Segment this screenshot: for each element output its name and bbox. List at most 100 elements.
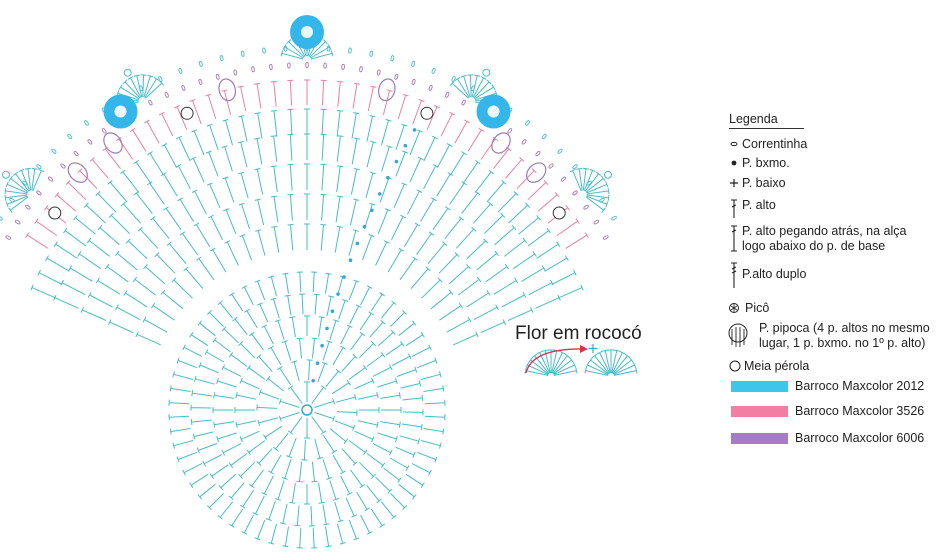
pink-stitch — [287, 79, 294, 106]
stitch — [254, 520, 266, 541]
stitch — [474, 169, 494, 193]
stitch — [449, 151, 467, 176]
stitch — [239, 234, 252, 261]
stitch — [206, 309, 224, 327]
stitch — [179, 231, 198, 255]
stitch — [287, 108, 294, 136]
chain-stitch — [369, 50, 374, 57]
stitch — [217, 501, 234, 520]
stitch — [354, 377, 375, 390]
chain-stitch — [198, 60, 203, 67]
scallop-stitch — [122, 79, 141, 99]
stitch — [439, 302, 464, 321]
pink-stitch — [144, 119, 160, 144]
stitch — [189, 473, 209, 488]
stitch — [391, 214, 406, 241]
bead-hole — [301, 26, 313, 38]
stitch — [234, 407, 255, 413]
slip-stitch — [311, 378, 316, 383]
popcorn-icon — [491, 132, 511, 154]
chain-stitch — [36, 164, 42, 170]
slip-stitch — [315, 361, 320, 366]
scallop-stitch — [586, 195, 609, 208]
scallop-stitch — [586, 187, 610, 195]
chain-stitch — [341, 63, 345, 70]
stitch — [401, 423, 423, 430]
stitch — [444, 216, 464, 239]
stitch — [268, 275, 277, 297]
popcorn-icon — [103, 132, 123, 154]
stitch — [446, 316, 472, 333]
stitch — [222, 118, 233, 146]
stitch — [272, 432, 289, 452]
scallop-stitch — [8, 175, 29, 193]
chain-stitch — [411, 60, 416, 67]
chain-stitch — [181, 84, 186, 91]
stitch — [95, 191, 117, 213]
stitch — [372, 443, 393, 456]
chain-stitch — [262, 47, 266, 54]
chain-stitch — [25, 204, 31, 210]
stitch — [318, 483, 325, 504]
stitch — [147, 151, 165, 176]
scallop-stitch — [576, 167, 583, 191]
stitch — [196, 256, 215, 281]
stitch — [366, 453, 386, 468]
stitch — [377, 377, 398, 388]
stitch — [291, 360, 300, 382]
stitch — [395, 446, 416, 458]
stitch — [294, 505, 301, 527]
stitch — [380, 392, 401, 399]
stitch — [349, 198, 360, 226]
double-crochet-icon — [731, 199, 737, 218]
stitch — [536, 241, 561, 259]
stitch — [235, 391, 257, 400]
stitch — [281, 340, 292, 361]
stitch — [551, 269, 577, 285]
scallop-stitch — [118, 84, 140, 100]
stitch — [340, 324, 353, 345]
stitch — [329, 428, 349, 445]
stitch — [241, 514, 254, 535]
scallop-stitch — [449, 80, 469, 99]
scallop-stitch — [4, 187, 28, 195]
flower-stitch — [524, 367, 549, 376]
stitch — [190, 419, 212, 426]
stitch — [348, 365, 368, 380]
chain-stitch — [548, 163, 554, 169]
stitch — [87, 237, 111, 257]
scallop-stitch — [12, 171, 30, 192]
stitch — [205, 150, 219, 177]
scallop-stitch — [582, 167, 590, 191]
stitch — [176, 357, 197, 369]
stitch — [222, 176, 235, 203]
stitch — [308, 505, 315, 527]
stitch — [97, 224, 120, 246]
stitch — [270, 165, 278, 193]
stitch — [196, 443, 218, 454]
stitch — [68, 265, 93, 282]
scallop-stitch — [310, 44, 332, 59]
stitch — [341, 448, 358, 466]
stitch — [177, 197, 194, 222]
stitch — [304, 418, 310, 439]
pink-stitch — [25, 232, 49, 249]
stitch — [390, 309, 408, 327]
stitch — [334, 420, 356, 431]
stitch — [461, 190, 481, 214]
stitch — [238, 202, 250, 230]
stitch — [350, 469, 365, 489]
stitch — [169, 428, 191, 435]
stitch — [518, 215, 541, 235]
stitch — [182, 463, 203, 476]
stitch — [224, 240, 239, 266]
stitch — [334, 225, 343, 253]
stitch — [284, 294, 292, 316]
stitch — [228, 482, 245, 501]
popcorn-icon — [218, 78, 237, 102]
base-circle — [168, 271, 446, 549]
stitch — [335, 394, 357, 403]
stitch — [150, 302, 175, 321]
stitch — [80, 306, 107, 321]
stitch — [372, 364, 393, 377]
